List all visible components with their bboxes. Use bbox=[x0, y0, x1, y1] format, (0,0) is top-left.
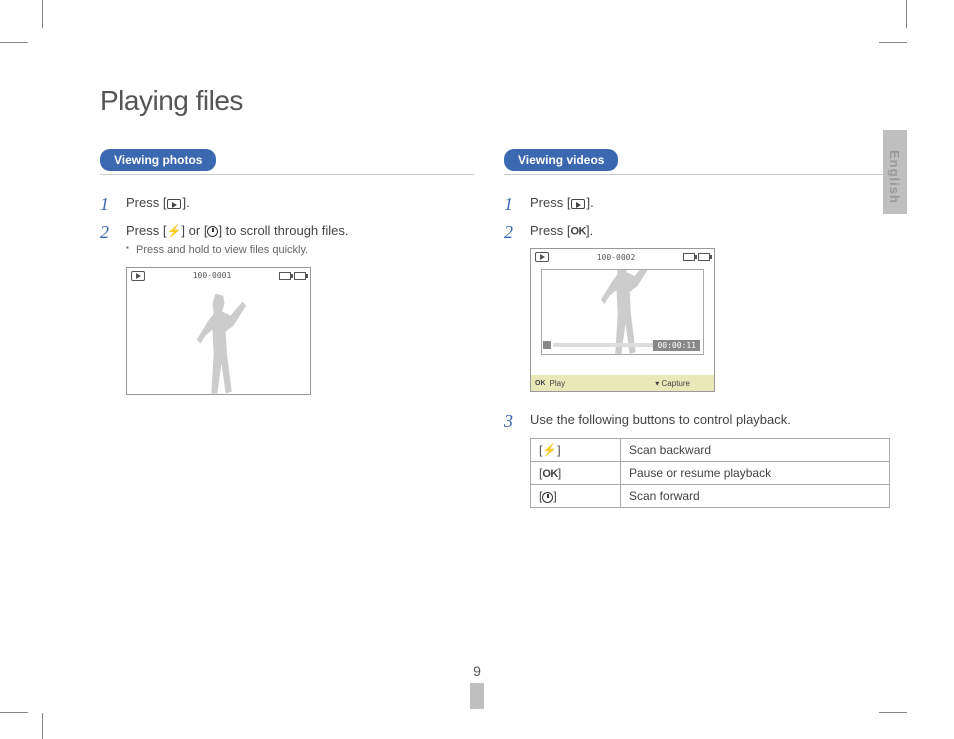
screen-counter: 100-0001 bbox=[193, 271, 232, 280]
flash-icon: ⚡ bbox=[542, 443, 557, 457]
card-icon bbox=[279, 272, 291, 280]
timecode: 00:00:11 bbox=[653, 340, 700, 351]
page-number-tab bbox=[470, 683, 484, 709]
flash-icon: ⚡ bbox=[166, 222, 181, 240]
battery-icon bbox=[698, 253, 710, 261]
vstep1-b: ]. bbox=[586, 195, 593, 210]
table-row: [] Scan forward bbox=[531, 485, 890, 508]
step2-text-b: ] or [ bbox=[181, 223, 207, 238]
step2-text-c: ] to scroll through files. bbox=[218, 223, 348, 238]
progress-bar bbox=[553, 343, 654, 347]
video-screen: 100-0002 00:00:11 OK Play ▾ Capture bbox=[530, 248, 715, 392]
playback-controls-table: [⚡] Scan backward [OK] Pause or resume p… bbox=[530, 438, 890, 509]
table-row: [⚡] Scan backward bbox=[531, 438, 890, 462]
screen-mode-icon bbox=[131, 271, 145, 281]
videos-step-1: 1 Press []. bbox=[504, 193, 890, 213]
photos-step-2: 2 Press [⚡] or [] to scroll through file… bbox=[100, 221, 474, 259]
ok-icon: OK bbox=[570, 225, 586, 237]
screen-mode-icon bbox=[535, 252, 549, 262]
col-photos: Viewing photos 1 Press []. 2 Press [⚡] o… bbox=[100, 149, 474, 508]
playback-icon bbox=[167, 199, 181, 209]
vstep1-a: Press [ bbox=[530, 195, 570, 210]
col-videos: Viewing videos 1 Press []. 2 Press [OK].… bbox=[504, 149, 890, 508]
vstep2-a: Press [ bbox=[530, 223, 570, 238]
timer-icon bbox=[207, 226, 218, 237]
vstep3-text: Use the following buttons to control pla… bbox=[530, 412, 791, 427]
card-icon bbox=[683, 253, 695, 261]
stop-icon bbox=[543, 341, 551, 349]
heading-photos: Viewing photos bbox=[100, 149, 216, 171]
videos-step-2: 2 Press [OK]. bbox=[504, 221, 890, 241]
screen-counter-video: 100-0002 bbox=[597, 253, 636, 262]
vstep2-b: ]. bbox=[586, 223, 593, 238]
photos-step-1: 1 Press []. bbox=[100, 193, 474, 213]
step1-text-b: ]. bbox=[182, 195, 189, 210]
playback-icon bbox=[571, 199, 585, 209]
pause-resume-desc: Pause or resume playback bbox=[621, 462, 890, 485]
videos-step-3: 3 Use the following buttons to control p… bbox=[504, 410, 890, 430]
photos-substep: Press and hold to view files quickly. bbox=[126, 242, 474, 259]
footer-capture-label: Capture bbox=[662, 379, 690, 388]
page-title: Playing files bbox=[100, 85, 890, 117]
step2-text-a: Press [ bbox=[126, 223, 166, 238]
footer-ok-icon: OK bbox=[535, 380, 546, 387]
table-row: [OK] Pause or resume playback bbox=[531, 462, 890, 485]
page-content: Playing files Viewing photos 1 Press [].… bbox=[100, 85, 890, 508]
page-number: 9 bbox=[473, 663, 481, 679]
scan-backward-desc: Scan backward bbox=[621, 438, 890, 462]
photo-screen: 100-0001 bbox=[126, 267, 311, 395]
video-silhouette bbox=[593, 269, 653, 354]
footer-play-label: Play bbox=[550, 379, 566, 388]
ok-icon: OK bbox=[542, 468, 558, 480]
scan-forward-desc: Scan forward bbox=[621, 485, 890, 508]
heading-videos: Viewing videos bbox=[504, 149, 618, 171]
battery-icon bbox=[294, 272, 306, 280]
timer-icon bbox=[542, 492, 553, 503]
step1-text-a: Press [ bbox=[126, 195, 166, 210]
photo-silhouette bbox=[189, 294, 249, 394]
